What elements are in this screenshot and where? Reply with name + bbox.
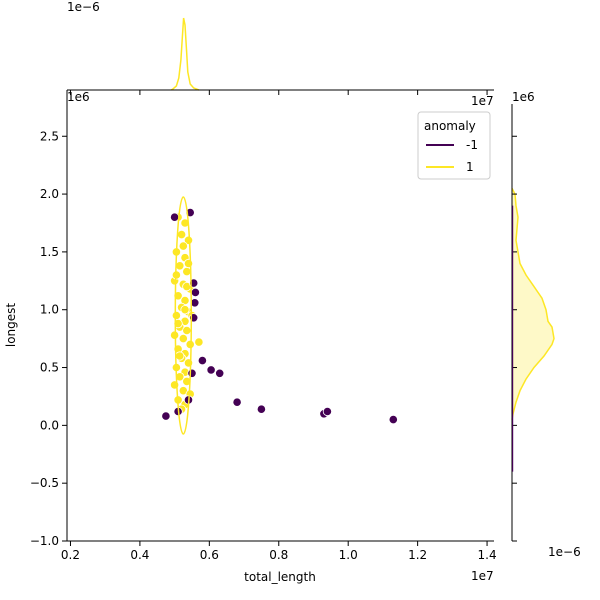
- scatter-point: [322, 406, 332, 417]
- scatter-points: [161, 208, 398, 425]
- x-offset-label: 1e7: [471, 569, 494, 583]
- scatter-point: [183, 258, 194, 269]
- right-kde-fill: [512, 188, 554, 420]
- y-tick-label: 2.5: [40, 129, 59, 143]
- right-marginal-offset-label-bottom: 1e−6: [548, 545, 581, 559]
- legend-entry-label: 1: [466, 160, 474, 174]
- y-tick-label: 1.5: [40, 245, 59, 259]
- scatter-point: [232, 397, 242, 407]
- kde-contour-lines: [174, 196, 193, 435]
- joint-plot-area: 0.2 0.4 0.6 0.8 1.0 1.2 1.4 −1.0 −0.5 0.0 0.5 1.0 1…: [4, 90, 497, 584]
- y-tick-label: 0.5: [40, 361, 59, 375]
- y-axis-label: longest: [4, 303, 18, 348]
- scatter-point: [182, 325, 192, 336]
- x-tick-label: 1.4: [478, 548, 497, 562]
- scatter-point: [388, 414, 398, 425]
- scatter-point: [180, 305, 190, 315]
- x-tick-label: 1.2: [408, 548, 427, 562]
- legend: anomaly -1 1: [417, 111, 491, 180]
- y-offset-label: 1e6: [67, 90, 90, 104]
- scatter-point: [170, 212, 180, 222]
- scatter-point: [194, 337, 204, 347]
- scatter-point: [215, 368, 225, 378]
- scatter-point: [180, 218, 190, 228]
- top-marginal-offset-label: 1e−6: [67, 0, 100, 14]
- x-axis-ticks: 0.2 0.4 0.6 0.8 1.0 1.2 1.4: [61, 541, 497, 562]
- right-kde-line: [511, 187, 555, 420]
- right-marginal-plot: 1e6 1e−6: [511, 90, 581, 559]
- legend-entry-label: -1: [466, 138, 478, 152]
- x-axis-label: total_length: [244, 570, 316, 584]
- scatter-point: [206, 365, 216, 375]
- top-marginal-plot: 1e−6: [67, 0, 494, 95]
- scatter-point: [182, 376, 192, 386]
- scatter-point: [175, 261, 185, 271]
- scatter-point: [177, 230, 187, 240]
- scatter-point: [170, 330, 180, 340]
- y-tick-label: −1.0: [30, 534, 59, 548]
- scatter-point: [185, 339, 195, 349]
- scatter-point: [182, 266, 192, 277]
- scatter-point: [175, 372, 185, 382]
- scatter-point: [187, 368, 197, 378]
- x-tick-label: 0.2: [61, 548, 80, 562]
- y-tick-label: 0.0: [40, 418, 59, 432]
- y-axis-ticks: −1.0 −0.5 0.0 0.5 1.0 1.5 2.0 2.5: [30, 129, 67, 548]
- x-tick-label: 0.4: [130, 548, 149, 562]
- scatter-point: [178, 333, 188, 344]
- x-tick-label: 0.8: [269, 548, 288, 562]
- scatter-point: [175, 351, 185, 361]
- y-tick-label: −0.5: [30, 476, 59, 490]
- top-kde-line: [170, 17, 200, 91]
- scatter-point: [171, 310, 181, 321]
- legend-entries: -1 1: [426, 138, 478, 174]
- x-tick-label: 0.6: [200, 548, 219, 562]
- right-marginal-offset-label: 1e6: [512, 90, 535, 104]
- scatter-point: [190, 287, 200, 297]
- scatter-point: [178, 241, 188, 251]
- scatter-point: [197, 355, 207, 366]
- x-tick-label: 1.0: [339, 548, 358, 562]
- y-tick-label: 1.0: [40, 303, 59, 317]
- legend-title: anomaly: [424, 119, 476, 133]
- x-offset-label-top: 1e7: [471, 94, 494, 108]
- kde-contour-line: [174, 196, 193, 435]
- y-tick-label: 2.0: [40, 187, 59, 201]
- scatter-point: [161, 411, 171, 421]
- scatter-point: [256, 404, 266, 414]
